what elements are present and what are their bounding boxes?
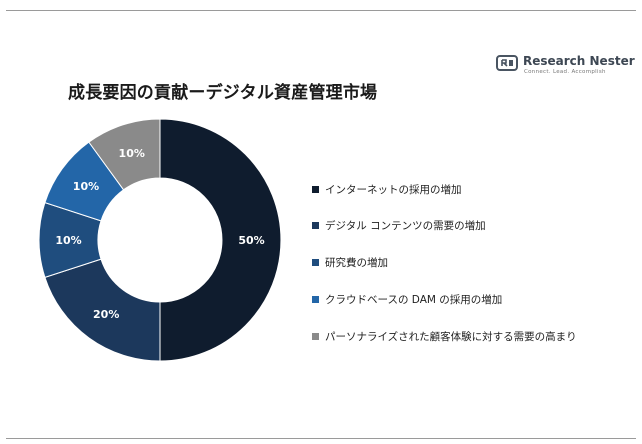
legend-label: パーソナライズされた顧客体験に対する需要の高まり xyxy=(325,330,577,343)
legend-swatch xyxy=(312,185,319,193)
donut-slices xyxy=(38,118,282,362)
brand-name: Research Nester xyxy=(523,54,635,68)
legend-swatch xyxy=(312,295,319,303)
legend-label: 研究費の増加 xyxy=(325,257,388,270)
legend-swatch xyxy=(312,332,319,340)
donut-slice xyxy=(44,258,161,362)
legend-label: デジタル コンテンツの需要の増加 xyxy=(325,220,486,233)
legend-swatch xyxy=(312,222,319,230)
data-label: 50% xyxy=(238,234,264,247)
legend-label: クラウドベースの DAM の採用の増加 xyxy=(325,293,503,306)
logo-icon xyxy=(496,55,518,71)
legend-item: クラウドベースの DAM の採用の増加 xyxy=(312,290,502,308)
top-divider xyxy=(6,10,636,11)
donut-slice xyxy=(159,118,282,362)
brand-tagline: Connect. Lead. Accomplish xyxy=(524,69,606,75)
donut-data-labels: 50% 20% 10% 10% 10% xyxy=(55,147,264,321)
legend-item: パーソナライズされた顧客体験に対する需要の高まり xyxy=(312,327,577,345)
legend-item: インターネットの採用の増加 xyxy=(312,180,462,198)
data-label: 10% xyxy=(119,147,145,160)
donut-slice xyxy=(88,118,161,191)
legend-label: インターネットの採用の増加 xyxy=(325,183,462,196)
bottom-divider xyxy=(6,438,636,439)
chart-title: 成長要因の貢献ーデジタル資産管理市場 xyxy=(68,83,378,103)
data-label: 20% xyxy=(93,308,119,321)
data-label: 10% xyxy=(55,234,81,247)
legend-swatch xyxy=(312,259,319,267)
data-label: 10% xyxy=(73,180,99,193)
brand-logo: Research Nester Connect. Lead. Accomplis… xyxy=(496,53,635,79)
legend-item: デジタル コンテンツの需要の増加 xyxy=(312,217,486,235)
legend-item: 研究費の増加 xyxy=(312,254,388,272)
